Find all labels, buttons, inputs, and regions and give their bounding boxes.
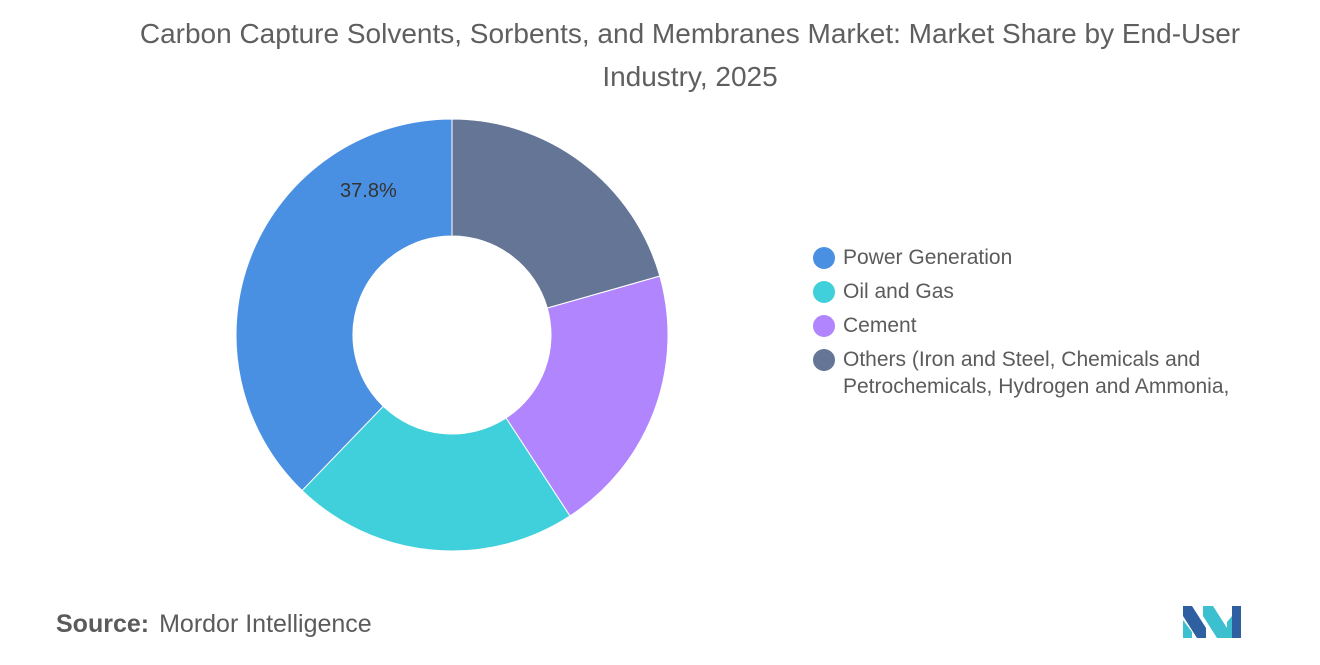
legend-swatch	[813, 315, 835, 337]
legend-label: Power Generation	[843, 246, 1013, 269]
slice-power	[235, 118, 453, 492]
slice-oil	[301, 405, 571, 552]
mordor-intelligence-logo	[1183, 606, 1241, 638]
legend-label: Oil and Gas	[843, 280, 954, 303]
legend-item: Cement	[813, 312, 1283, 339]
source-label: Source:	[56, 610, 150, 638]
legend-item: Others (Iron and Steel, Chemicals and Pe…	[813, 346, 1283, 400]
legend-label: Others (Iron and Steel, Chemicals and Pe…	[843, 348, 1230, 398]
chart-legend: Power Generation Oil and Gas Cement Others …	[813, 244, 1283, 407]
slice-data-label: 37.8%	[340, 180, 397, 202]
legend-swatch	[813, 281, 835, 303]
chart-title: Carbon Capture Solvents, Sorbents, and M…	[139, 18, 1241, 92]
source-value: Mordor Intelligence	[159, 610, 372, 638]
legend-item: Power Generation	[813, 244, 1283, 271]
slice-cement	[505, 275, 669, 517]
legend-label: Cement	[843, 314, 917, 337]
legend-swatch	[813, 247, 835, 269]
legend-item: Oil and Gas	[813, 278, 1283, 305]
legend-swatch	[813, 349, 835, 371]
slice-others	[451, 118, 661, 309]
source-note: Source: Mordor Intelligence	[56, 610, 372, 639]
